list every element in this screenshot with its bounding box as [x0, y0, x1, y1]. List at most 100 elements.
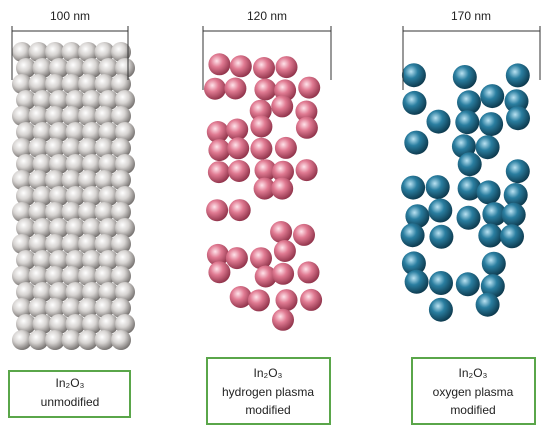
particle: [208, 261, 231, 284]
particle: [429, 224, 454, 249]
particle: [82, 314, 102, 334]
particle: [28, 234, 49, 254]
particle: [115, 314, 135, 334]
particle: [115, 218, 135, 238]
particle: [482, 202, 507, 227]
particle: [65, 122, 86, 142]
particle: [28, 330, 49, 350]
particle: [404, 130, 429, 155]
particle: [457, 176, 482, 201]
particle: [32, 122, 53, 142]
particle: [275, 289, 298, 312]
particle: [229, 55, 252, 78]
particle: [452, 65, 477, 89]
particle: [94, 138, 115, 158]
caption: modified: [450, 403, 495, 417]
particle: [226, 118, 249, 141]
particle: [429, 271, 453, 295]
particle: [49, 122, 69, 142]
particle: [111, 138, 131, 158]
caption: hydrogen plasma: [222, 385, 314, 399]
particle: [16, 186, 36, 206]
particle: [45, 170, 65, 190]
particle: [32, 58, 53, 78]
caption-box: In₂O₃ unmodified: [8, 370, 131, 418]
particle: [32, 90, 53, 110]
particle: [65, 314, 86, 334]
caption-box: In₂O₃ hydrogen plasma modified: [206, 357, 331, 425]
particle: [65, 282, 86, 302]
particle: [12, 74, 32, 94]
particle: [94, 234, 115, 254]
particle: [98, 250, 119, 270]
particle: [28, 138, 49, 158]
particle: [98, 90, 119, 110]
particle: [94, 170, 115, 190]
particle: [28, 298, 49, 318]
particle: [78, 234, 98, 254]
width-label: 170 nm: [451, 9, 491, 23]
particle: [475, 292, 500, 317]
particle: [12, 106, 32, 126]
particle: [65, 90, 86, 110]
particle: [65, 186, 86, 206]
particle: [28, 106, 49, 126]
particle: [111, 106, 131, 126]
particle: [12, 202, 32, 222]
particle: [111, 170, 131, 190]
particle: [12, 298, 32, 318]
particle: [111, 42, 131, 62]
particle: [250, 137, 273, 160]
particle: [204, 77, 226, 100]
particle: [476, 180, 501, 205]
box: [8, 370, 131, 418]
particle: [425, 175, 450, 200]
particle: [206, 121, 229, 143]
particle: [115, 90, 135, 110]
particle: [98, 122, 119, 142]
particle: [49, 314, 69, 334]
particle: [250, 247, 272, 270]
particle: [49, 154, 69, 174]
particle: [249, 99, 272, 122]
particle: [65, 58, 86, 78]
particle: [505, 159, 530, 184]
particle: [12, 330, 32, 350]
particle: [475, 135, 500, 160]
particle: [28, 266, 49, 286]
particle: [16, 250, 36, 270]
particle: [61, 266, 82, 286]
particle: [82, 58, 102, 78]
particle: [115, 58, 135, 78]
particle: [295, 159, 318, 182]
particle: [61, 42, 82, 62]
particle: [45, 74, 65, 94]
width-label: 120 nm: [247, 9, 287, 23]
particle: [111, 330, 131, 350]
particle: [225, 247, 248, 270]
particle: [65, 218, 86, 238]
particle: [78, 330, 98, 350]
caption: In₂O₃: [459, 366, 488, 380]
particle: [111, 74, 131, 94]
particle: [94, 202, 115, 222]
particle: [49, 90, 69, 110]
particle: [295, 100, 318, 123]
box: [411, 357, 536, 425]
particle: [94, 42, 115, 62]
caption: modified: [245, 403, 290, 417]
particle: [478, 223, 503, 248]
particle: [28, 74, 49, 94]
particle: [229, 286, 252, 308]
particle: [115, 122, 135, 142]
particle: [12, 266, 32, 286]
particle: [49, 58, 69, 78]
particle: [272, 160, 294, 183]
particle: [65, 154, 86, 174]
particle: [400, 223, 425, 248]
particle: [16, 218, 36, 238]
particle: [111, 298, 131, 318]
particle: [271, 177, 294, 200]
particle: [480, 84, 505, 109]
particle: [428, 297, 453, 322]
